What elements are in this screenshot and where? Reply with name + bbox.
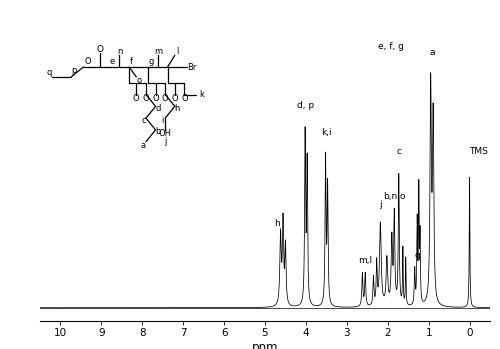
Text: d, p: d, p <box>296 101 314 110</box>
Text: TMS: TMS <box>468 147 487 156</box>
X-axis label: ppm: ppm <box>252 341 278 349</box>
Text: j: j <box>379 200 382 209</box>
Text: h: h <box>274 218 280 228</box>
Text: b,n,o: b,n,o <box>383 192 406 201</box>
Text: m,l: m,l <box>358 256 372 265</box>
Text: c: c <box>396 147 402 156</box>
Text: e, f, g: e, f, g <box>378 42 404 51</box>
Text: a: a <box>429 48 434 57</box>
Text: k,i: k,i <box>321 128 332 137</box>
Text: q: q <box>414 251 420 260</box>
